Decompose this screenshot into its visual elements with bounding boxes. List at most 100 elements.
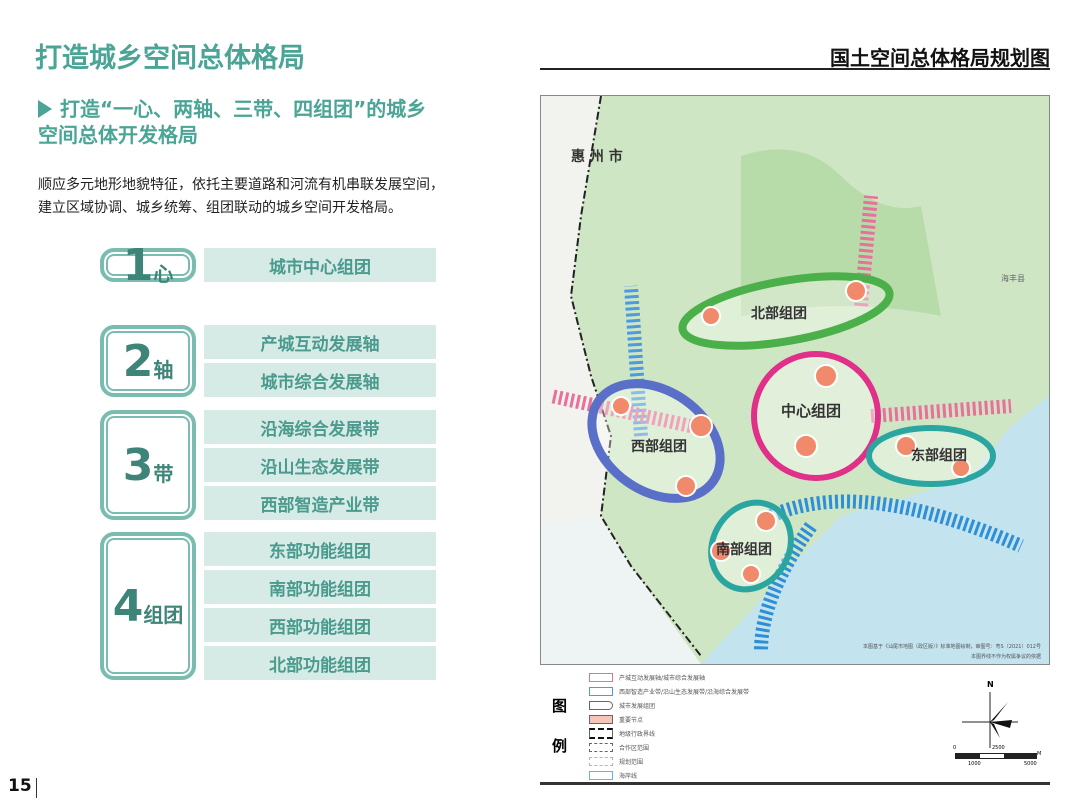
node bbox=[611, 396, 631, 416]
group-unit: 组团 bbox=[143, 602, 184, 627]
node bbox=[845, 280, 867, 302]
label-south-group: 南部组团 bbox=[716, 541, 772, 558]
group-item: 北部功能组团 bbox=[204, 646, 436, 680]
legend-label: 西部智造产业带/沿山生态发展带/沿海综合发展带 bbox=[619, 689, 750, 696]
legend-item: 城市发展组团 bbox=[589, 699, 655, 712]
node bbox=[710, 540, 732, 562]
group-item: 城市综合发展轴 bbox=[204, 363, 436, 397]
map-note-2: 本图界线不作为权属争议的依据 bbox=[971, 653, 1041, 660]
mountain-zone bbox=[741, 149, 941, 316]
group-number: 2 bbox=[122, 335, 154, 387]
group-number: 4 bbox=[112, 580, 144, 632]
group-item: 城市中心组团 bbox=[204, 248, 436, 282]
group-1: 1 心城市中心组团 bbox=[100, 240, 436, 291]
label-huizhou: 惠 州 市 bbox=[571, 148, 623, 165]
axis-arrow-east bbox=[870, 399, 1012, 423]
triangle-bullet-icon bbox=[38, 100, 52, 118]
node bbox=[675, 475, 697, 497]
desc-line-1: 顺应多元地形地貌特征，依托主要道路和河流有机串联发展空间， bbox=[38, 177, 444, 193]
subtitle-line-2: 空间总体开发格局 bbox=[38, 123, 198, 147]
scale-2500: 2500 bbox=[992, 745, 1005, 751]
label-center-group: 中心组团 bbox=[781, 402, 841, 420]
node bbox=[814, 364, 838, 388]
group-item: 沿海综合发展带 bbox=[204, 410, 436, 444]
belt-arrow-north-west bbox=[624, 285, 648, 437]
map-note-1: 本图基于《汕尾市地图（政区版）》标准地图绘制，审图号：粤S（2021）012号 bbox=[863, 643, 1041, 650]
group-unit: 心 bbox=[153, 261, 174, 286]
desc-line-2: 建立区域协调、城乡统筹、组团联动的城乡空间开发格局。 bbox=[38, 200, 402, 216]
legend-item: 产城互动发展轴/城市综合发展轴 bbox=[589, 671, 705, 684]
map-title: 国土空间总体格局规划图 bbox=[830, 46, 1050, 70]
subtitle-line-1: 打造“一心、两轴、三带、四组团”的城乡 bbox=[60, 97, 427, 121]
legend-swatch bbox=[589, 743, 613, 752]
legend-item: 合作区范围 bbox=[589, 741, 649, 754]
group-number: 3 bbox=[122, 439, 154, 491]
legend-swatch bbox=[589, 715, 613, 724]
legend-swatch bbox=[589, 673, 613, 682]
node bbox=[895, 435, 917, 457]
scale-1000: 1000 bbox=[968, 761, 981, 767]
group-unit: 带 bbox=[153, 461, 174, 486]
legend-item: 规划范围 bbox=[589, 755, 643, 768]
page-number: 15 bbox=[8, 776, 32, 796]
group-item: 南部功能组团 bbox=[204, 570, 436, 604]
legend-label: 合作区范围 bbox=[619, 745, 650, 752]
group-item: 西部智造产业带 bbox=[204, 486, 436, 520]
legend-item: 重要节点 bbox=[589, 713, 643, 726]
compass-icon bbox=[962, 692, 1018, 748]
legend-title-1: 图 bbox=[552, 697, 568, 715]
belt-arrow-coast bbox=[768, 494, 1024, 553]
header-divider bbox=[540, 68, 1050, 70]
group-badge: 4 组团 bbox=[100, 532, 196, 680]
group-2: 2 轴产城互动发展轴 城市综合发展轴 bbox=[100, 325, 436, 397]
legend-label: 产城互动发展轴/城市综合发展轴 bbox=[619, 675, 706, 682]
description: 顺应多元地形地貌特征，依托主要道路和河流有机串联发展空间， 建立区域协调、城乡统… bbox=[38, 174, 488, 220]
legend-label: 城市发展组团 bbox=[619, 703, 656, 710]
north-label: N bbox=[987, 680, 994, 689]
map-legend: 图 例 产城互动发展轴/城市综合发展轴西部智造产业带/沿山生态发展带/沿海综合发… bbox=[540, 665, 1050, 785]
label-haifeng: 海丰县 bbox=[1001, 273, 1025, 283]
legend-swatch bbox=[589, 687, 613, 696]
node bbox=[755, 510, 777, 532]
label-north-group: 北部组团 bbox=[751, 305, 807, 322]
legend-label: 地级行政界线 bbox=[619, 731, 656, 738]
legend-item: 海岸线 bbox=[589, 769, 637, 782]
node bbox=[741, 564, 761, 584]
scale-0: 0 bbox=[953, 745, 957, 751]
north-group-outline bbox=[678, 272, 894, 350]
label-east-group: 东部组团 bbox=[911, 447, 967, 464]
legend-label: 海岸线 bbox=[619, 773, 638, 780]
outside-region-south bbox=[541, 516, 701, 664]
page-number-divider bbox=[36, 778, 37, 798]
legend-item: 地级行政界线 bbox=[589, 727, 655, 740]
scale-bar bbox=[955, 753, 1037, 759]
node bbox=[951, 458, 971, 478]
legend-title-2: 例 bbox=[552, 737, 568, 755]
section-subtitle: 打造“一心、两轴、三带、四组团”的城乡 空间总体开发格局 bbox=[38, 96, 426, 148]
legend-swatch bbox=[589, 701, 613, 710]
group-item: 东部功能组团 bbox=[204, 532, 436, 566]
group-item: 沿山生态发展带 bbox=[204, 448, 436, 482]
group-item: 西部功能组团 bbox=[204, 608, 436, 642]
label-west-group: 西部组团 bbox=[631, 438, 687, 455]
belt-arrow-south bbox=[754, 521, 817, 652]
center-group-outline bbox=[751, 351, 881, 481]
scale-unit: M bbox=[1037, 751, 1042, 757]
legend-item: 西部智造产业带/沿山生态发展带/沿海综合发展带 bbox=[589, 685, 749, 698]
legend-label: 重要节点 bbox=[619, 717, 644, 724]
scale-5000: 5000 bbox=[1024, 761, 1037, 767]
legend-label: 规划范围 bbox=[619, 759, 644, 766]
node bbox=[689, 414, 713, 438]
group-3: 3 带沿海综合发展带 沿山生态发展带 西部智造产业带 bbox=[100, 410, 436, 520]
sea-area bbox=[701, 396, 1049, 664]
group-number: 1 bbox=[122, 239, 154, 291]
planning-map: 惠 州 市 海丰县 北部组团 中心组团 西部组团 东部组团 南部组团 本图基于《… bbox=[540, 95, 1050, 665]
group-item: 产城互动发展轴 bbox=[204, 325, 436, 359]
node bbox=[701, 306, 721, 326]
node bbox=[794, 434, 818, 458]
group-4: 4 组团 东部功能组团 南部功能组团 西部功能组团 北部功能组团 bbox=[100, 532, 436, 680]
legend-swatch bbox=[589, 771, 613, 780]
page-title: 打造城乡空间总体格局 bbox=[35, 43, 305, 74]
